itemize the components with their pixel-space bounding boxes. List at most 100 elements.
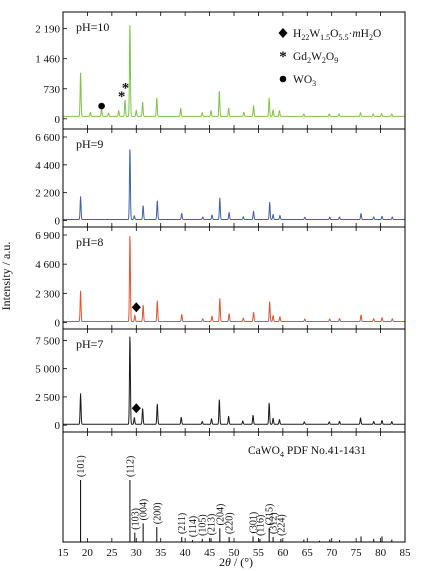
x-tick-label: 60 [277,547,289,559]
legend-label-part: H [293,28,301,40]
legend-label-part: O [326,51,334,63]
y-tick-label: 7 500 [35,335,60,347]
legend-label-part: W [309,28,320,40]
reference-title-part: CaWO [248,445,280,457]
x-tick-label: 55 [253,547,265,559]
x-tick-label: 20 [82,547,94,559]
legend-label-part: m [352,28,360,40]
legend-label: Gd2W2O9 [293,51,338,65]
reference-title-part: 4 [280,450,284,459]
x-tick-label: 15 [58,547,70,559]
y-tick-label: 2 190 [35,24,60,36]
legend-label-part: W [311,51,322,63]
asterisk-marker: * [118,89,126,105]
x-tick-label: 25 [106,547,118,559]
panel-ph7: 0 2 500 5 000 7 500 pH=7 [35,335,406,432]
reference-peak-label: (312) [269,512,280,534]
reference-peak-label: (105) [198,514,209,536]
reference-title: CaWO4 PDF No.41-1431 [248,445,366,459]
x-tick-label: 40 [180,547,192,559]
series-ph8 [62,236,406,322]
reference-title-part: PDF No.41-1431 [284,445,366,457]
legend-label-part: 3 [312,79,316,88]
x-tick-label: 85 [400,547,412,559]
reference-peak-label: (220) [225,512,236,534]
y-tick-label: 6 900 [35,230,60,242]
series-ph10 [62,24,406,117]
y-tick-label: 0 [55,114,61,126]
panel-frame [62,226,406,330]
reference-peak-label: (204) [215,504,226,526]
reference-peak-label: (224) [276,514,287,536]
panel-frame [62,328,406,433]
legend-circle-icon [279,75,287,83]
y-tick-label: 4 600 [35,259,60,271]
y-tick-label: 2 300 [35,288,60,300]
y-tick-label: 5 000 [35,364,60,376]
reference-peak-label: (211) [177,513,188,534]
legend-asterisk-icon: * [279,49,287,65]
x-tick-label: 35 [155,547,167,559]
legend-label-part: 22 [301,33,309,42]
panel-frame [62,128,406,228]
y-tick-label: 6 600 [35,132,60,144]
legend-label-part: 5.5 [338,33,348,42]
series-ph7 [62,336,406,425]
legend-label: H22W1.5O5.5·mH2O [293,28,381,42]
panel-label: pH=8 [76,235,103,249]
panel-ph8: 0 2 300 4 600 6 900 pH=8 [35,230,406,329]
reference-peak-label: (215) [265,504,276,526]
x-tick-label: 50 [229,547,241,559]
y-tick-label: 2 500 [35,392,60,404]
y-tick-label: 4 400 [35,160,60,172]
series-ph9 [62,149,406,220]
y-axis-label: Intensity / a.u. [0,242,13,311]
legend-label-part: H [361,28,369,40]
x-axis-label-theta: θ [225,555,231,569]
y-tick-label: 0 [55,317,61,329]
panel-frame [62,431,406,543]
legend-label: WO3 [293,74,316,88]
x-axis-label: 2θ / (°) [219,555,253,569]
legend-label-part: O [330,28,338,40]
x-tick-label: 30 [131,547,143,559]
legend-diamond-icon [278,28,288,38]
panel-label: pH=9 [76,137,103,151]
y-tick-label: 2 200 [35,188,60,200]
panel-label: pH=7 [76,337,103,351]
y-tick-label: 730 [44,84,61,96]
panel-ph9: 0 2 200 4 400 6 600 pH=9 [35,132,406,227]
panel-reference: (101) (112) (103)(004) (200) (211) (114)(105)… [76,445,393,542]
legend-label-part: · [348,28,352,40]
reference-peak-label: (112) [125,456,136,477]
reference-peak-label: (114) [188,516,199,537]
legend-label-part: Gd [293,51,307,63]
y-tick-label: 1 460 [35,54,60,66]
diamond-marker [131,302,141,313]
reference-peak-label: (200) [152,502,163,524]
reference-peak-label: (301) [249,512,260,534]
panel-label: pH=10 [76,20,109,34]
legend-label-part: WO [293,74,312,86]
x-tick-label: 45 [204,547,216,559]
legend-label-part: 2 [369,33,373,42]
legend-label-part: 9 [334,56,338,65]
x-tick-label: 80 [375,547,387,559]
reference-peak-label: (213) [207,514,218,536]
reference-peak-label: (101) [76,455,87,477]
x-axis-label-suffix: / (°) [231,555,253,569]
reference-peak-label: (116) [255,515,266,536]
x-tick-label: 65 [302,547,314,559]
reference-peak-label: (103) [130,508,141,530]
asterisk-marker: * [122,81,130,97]
y-tick-label: 0 [55,420,61,432]
reference-peak-label: (004) [139,499,150,521]
legend-label-part: 2 [307,56,311,65]
y-tick-label: 0 [55,215,61,227]
diamond-marker [131,403,141,414]
legend-label-part: 2 [322,56,326,65]
